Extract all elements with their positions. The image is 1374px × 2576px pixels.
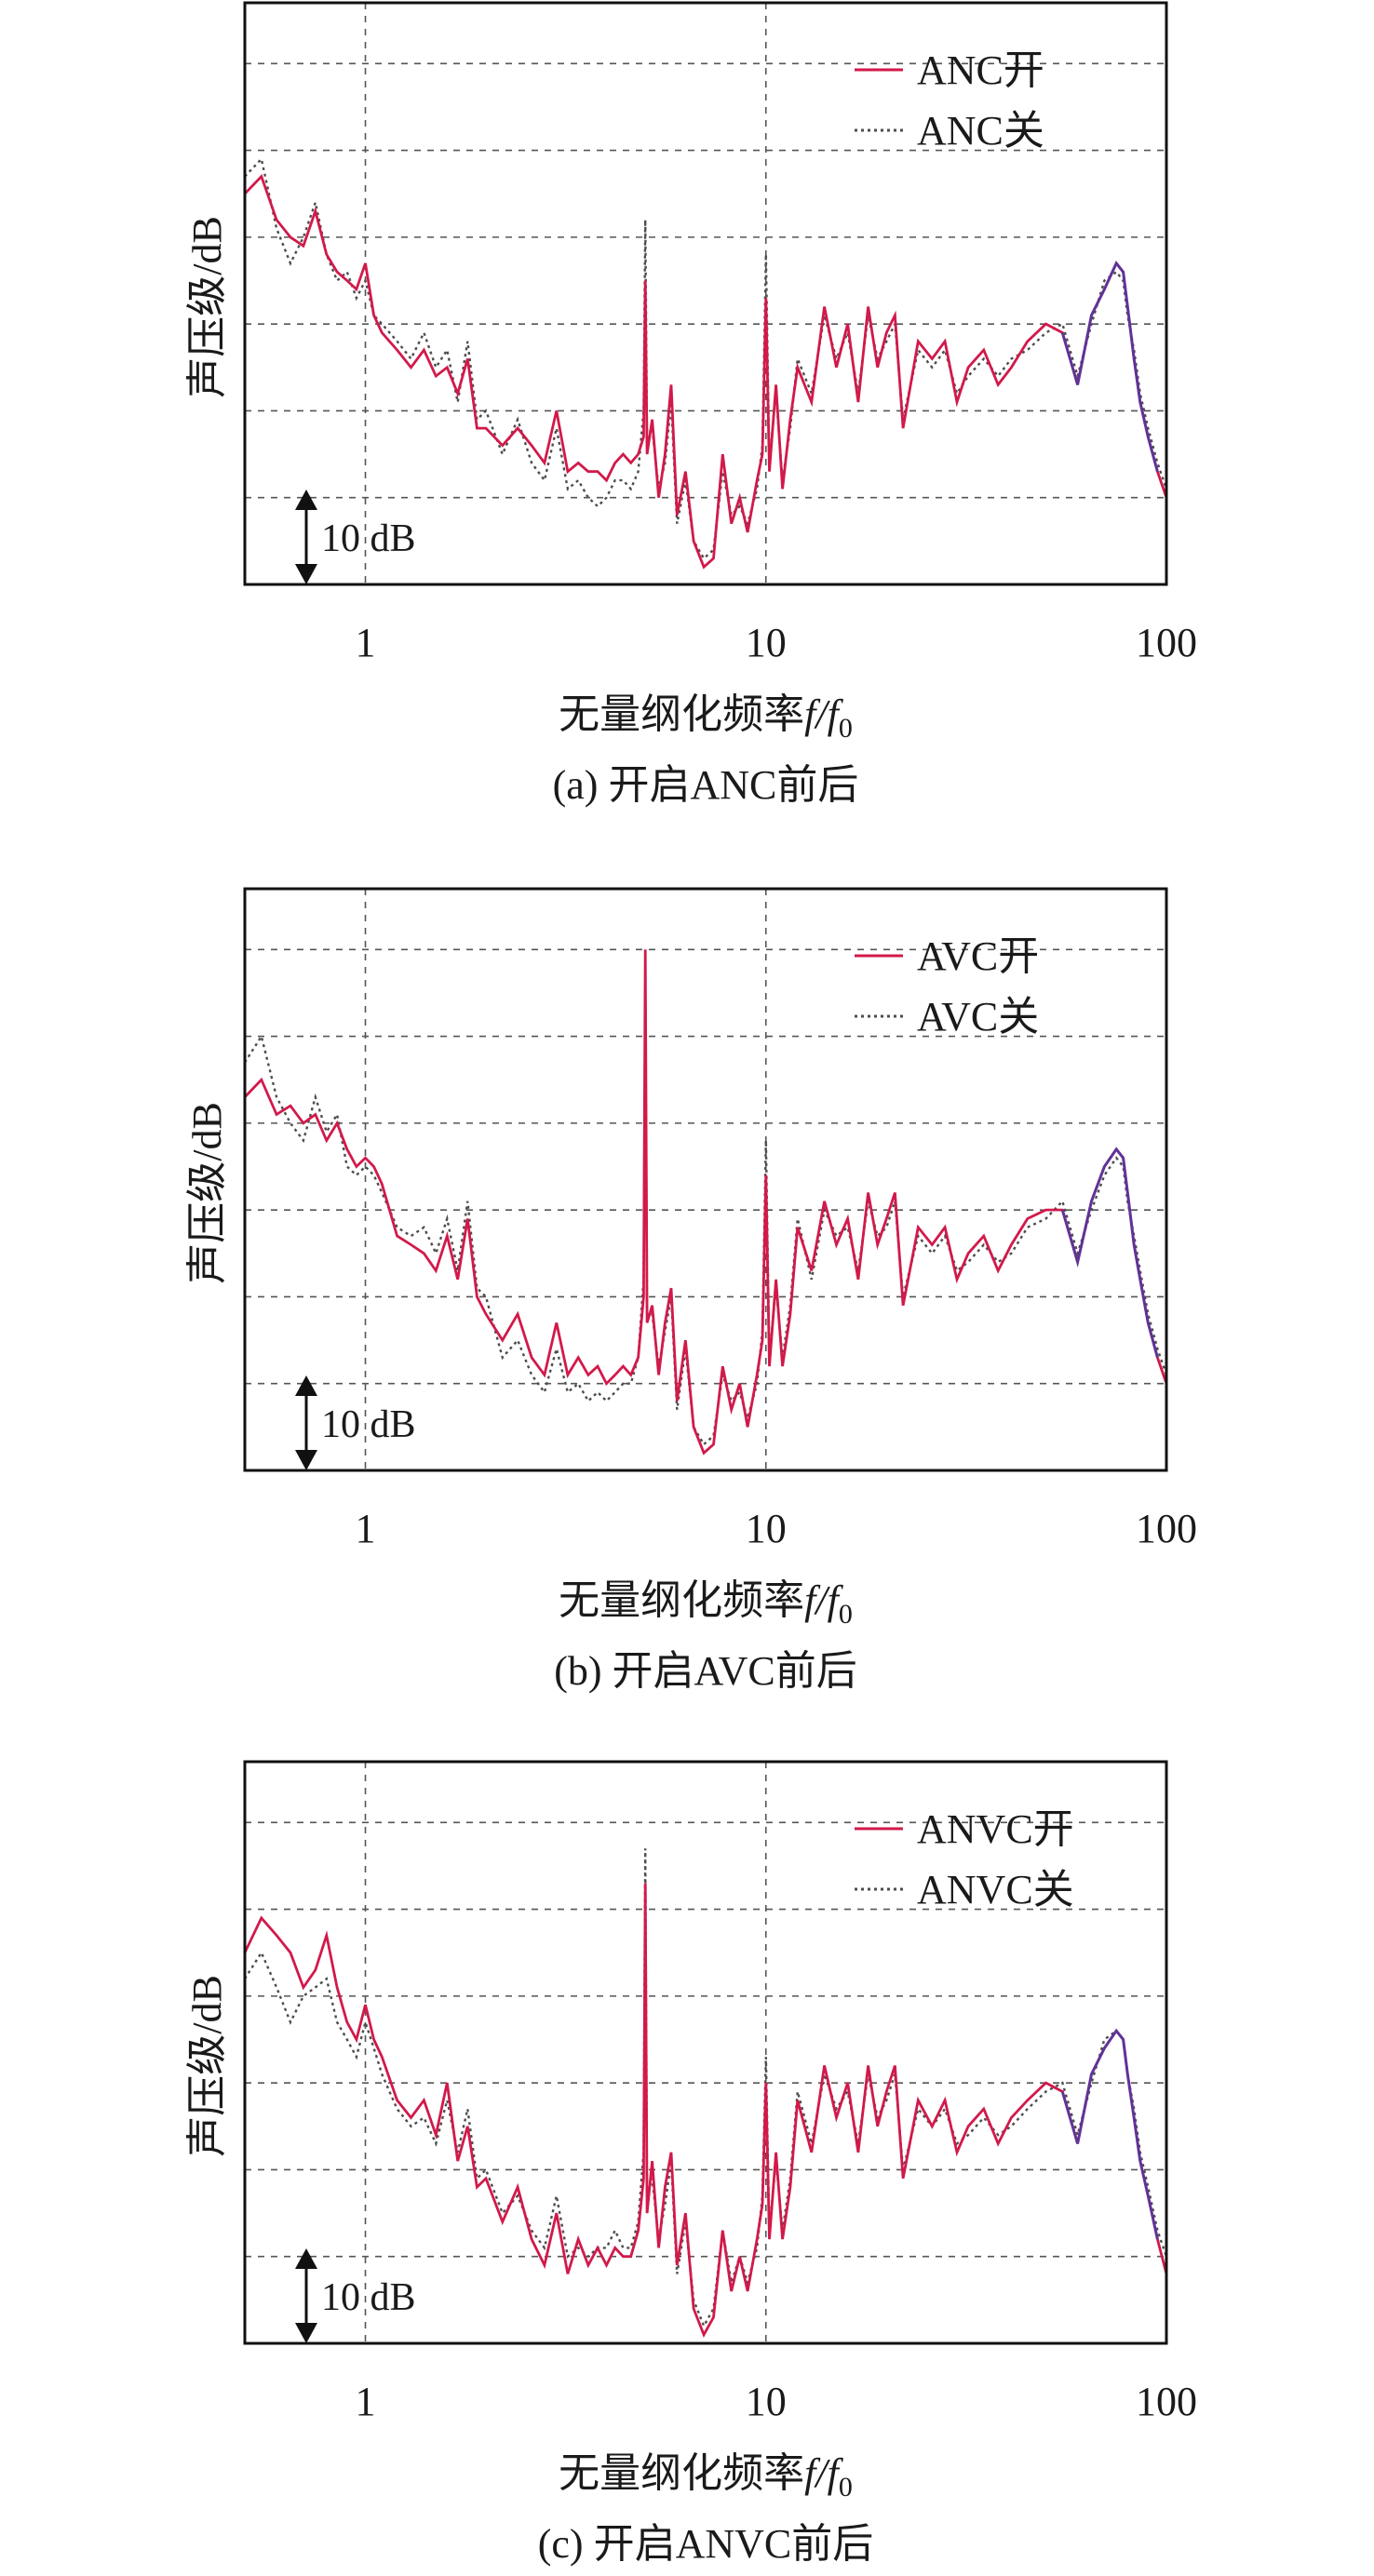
y-axis-label: 声压级/dB [184, 1975, 230, 2157]
legend-label-on: ANVC开 [917, 1806, 1074, 1852]
scale-bar-arrow-up [295, 2248, 317, 2269]
scale-bar-arrow-down [295, 2323, 317, 2343]
legend: ANVC开 ANVC关 [855, 1806, 1074, 1912]
grid-lines [245, 889, 1166, 1470]
x-tick-label-100: 100 [1136, 620, 1197, 665]
x-axis-label: 无量纲化频率f/f0 [559, 691, 853, 744]
scale-bar-label: 10 dB [321, 2276, 416, 2319]
scale-bar: 10 dB [295, 1375, 416, 1470]
panel-a: 1 10 100 声压级/dB 无量纲化频率f/f0 (a) 开启ANC前后 A… [184, 1, 1197, 808]
scale-bar-arrow-down [295, 1450, 317, 1470]
legend: AVC开 AVC关 [855, 933, 1039, 1040]
series-line-high-band [1060, 261, 1159, 473]
scale-bar: 10 dB [295, 2248, 416, 2343]
panel-caption: (b) 开启AVC前后 [554, 1648, 857, 1694]
y-axis-label: 声压级/dB [184, 1102, 230, 1284]
series-line-on [243, 949, 1168, 1456]
series-line-off [244, 156, 1168, 560]
plot-frame [243, 1, 1168, 586]
series-line-high-band [1060, 1147, 1159, 1359]
x-tick-label-10: 10 [746, 2379, 787, 2424]
plot-frame [243, 887, 1168, 1472]
panel-caption: (a) 开启ANC前后 [553, 762, 859, 808]
panel-b: 1 10 100 声压级/dB 无量纲化频率f/f0 (b) 开启AVC前后 A… [184, 887, 1197, 1694]
plot-frame [243, 1760, 1168, 2345]
scale-bar-label: 10 dB [321, 1403, 416, 1446]
panel-c: 1 10 100 声压级/dB 无量纲化频率f/f0 (c) 开启ANVC前后 … [184, 1760, 1197, 2567]
x-tick-labels: 1 10 100 [356, 2379, 1197, 2424]
panel-caption: (c) 开启ANVC前后 [538, 2521, 874, 2567]
legend-label-off: ANVC关 [917, 1867, 1074, 1912]
x-tick-labels: 1 10 100 [356, 620, 1197, 665]
series-line-off [243, 975, 1168, 1446]
series-group [243, 949, 1168, 1456]
x-tick-labels: 1 10 100 [356, 1506, 1197, 1551]
scale-bar-arrow-up [295, 490, 317, 510]
legend-label-on: ANC开 [917, 47, 1044, 93]
legend: ANC开 ANC关 [855, 47, 1044, 154]
series-group [243, 156, 1168, 570]
scale-bar-arrow-down [295, 564, 317, 584]
series-line-on [243, 173, 1168, 570]
scale-bar: 10 dB [295, 490, 416, 584]
series-line-on [243, 1883, 1168, 2338]
series-group [243, 1848, 1168, 2338]
x-tick-label-100: 100 [1136, 1506, 1197, 1551]
scale-bar-label: 10 dB [321, 517, 416, 560]
x-tick-label-100: 100 [1136, 2379, 1197, 2424]
x-axis-label: 无量纲化频率f/f0 [559, 2450, 853, 2502]
x-tick-label-10: 10 [746, 620, 787, 665]
legend-label-off: AVC关 [917, 994, 1039, 1040]
grid-lines [245, 1762, 1166, 2343]
series-line-high-band [1060, 2028, 1159, 2240]
grid-lines [245, 3, 1166, 584]
y-axis-label: 声压级/dB [184, 216, 230, 398]
x-tick-label-1: 1 [356, 1506, 376, 1551]
x-axis-label: 无量纲化频率f/f0 [559, 1577, 853, 1630]
legend-label-off: ANC关 [917, 108, 1044, 154]
scale-bar-arrow-up [295, 1375, 317, 1396]
x-tick-label-1: 1 [356, 620, 376, 665]
legend-label-on: AVC开 [917, 933, 1039, 979]
x-tick-label-10: 10 [746, 1506, 787, 1551]
x-tick-label-1: 1 [356, 2379, 376, 2424]
series-line-off [243, 1848, 1168, 2329]
